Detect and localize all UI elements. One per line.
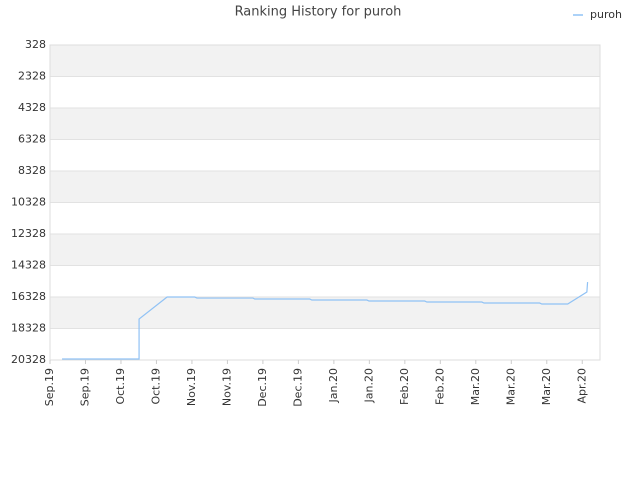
x-tick-label: Dec.19	[256, 368, 269, 407]
y-tick-label: 2328	[18, 70, 46, 83]
y-tick-label: 12328	[11, 227, 46, 240]
x-tick-label: Jan.20	[362, 368, 375, 403]
y-tick-label: 10328	[11, 196, 46, 209]
grid-band	[50, 108, 600, 140]
y-tick-label: 6328	[18, 133, 46, 146]
line	[62, 281, 589, 360]
grid-band	[50, 234, 600, 266]
y-tick-label: 328	[25, 38, 46, 51]
chart-title: Ranking History for puroh	[235, 5, 402, 20]
y-tick-label: 14328	[11, 259, 46, 272]
x-tick-label: Mar.20	[469, 368, 482, 405]
x-tick-label: Feb.20	[433, 368, 446, 405]
x-tick-label: Nov.19	[220, 368, 233, 406]
y-tick-label: 20328	[11, 353, 46, 366]
legend-label: puroh	[590, 8, 622, 21]
x-tick-label: Dec.19	[291, 368, 304, 407]
y-tick-label: 8328	[18, 164, 46, 177]
x-tick-label: Oct.19	[149, 368, 162, 405]
x-tick-label: Jan.20	[327, 368, 340, 403]
y-tick-label: 18328	[11, 322, 46, 335]
grid-band	[50, 45, 600, 77]
x-tick-label: Sep.19	[78, 368, 91, 406]
plot-border	[49, 44, 601, 361]
x-tick-label: Nov.19	[185, 368, 198, 406]
y-tick-label: 16328	[11, 290, 46, 303]
x-tick-label: Mar.20	[540, 368, 553, 405]
y-tick-label: 4328	[18, 101, 46, 114]
x-tick-label: Sep.19	[43, 368, 56, 406]
grid-band	[50, 171, 600, 203]
x-tick-label: Apr.20	[575, 368, 588, 404]
grid-band	[50, 297, 600, 329]
x-tick-label: Feb.20	[398, 368, 411, 405]
x-tick-label: Oct.19	[114, 368, 127, 405]
x-tick-label: Mar.20	[504, 368, 517, 405]
